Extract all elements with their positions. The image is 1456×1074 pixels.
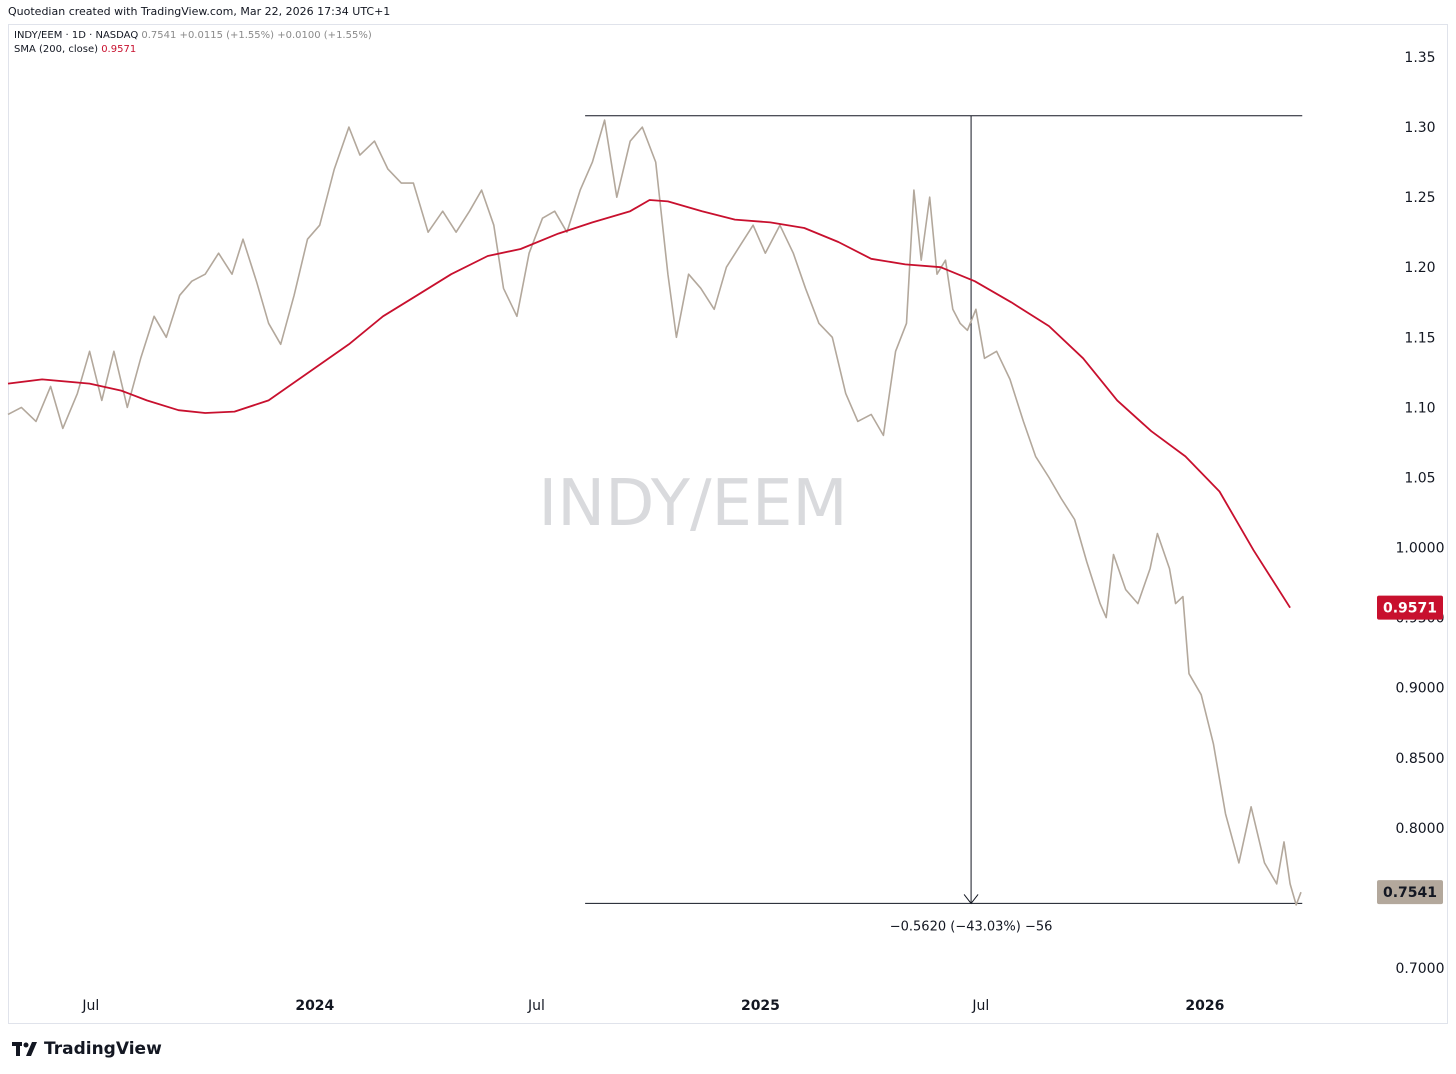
y-axis-tick-label: 0.8500 bbox=[1396, 751, 1445, 767]
x-axis-tick-label: 2024 bbox=[295, 998, 334, 1014]
x-axis-tick-label: Jul bbox=[527, 998, 545, 1014]
chart-legend: INDY/EEM · 1D · NASDAQ 0.7541 +0.0115 (+… bbox=[14, 29, 372, 57]
x-axis-tick-label: 2026 bbox=[1185, 998, 1224, 1014]
y-axis-tick-label: 1.30 bbox=[1404, 120, 1435, 136]
y-axis-tick-label: 1.0000 bbox=[1396, 541, 1445, 557]
tradingview-logo-icon bbox=[12, 1042, 37, 1056]
y-axis-tick-label: 1.25 bbox=[1404, 190, 1435, 206]
price-series-line[interactable] bbox=[7, 119, 1302, 906]
measure-arrow-head bbox=[963, 894, 979, 905]
y-axis-tick-label: 1.20 bbox=[1404, 260, 1435, 276]
last-price-tag-bg bbox=[1377, 880, 1443, 905]
sma-legend-row[interactable]: SMA (200, close) 0.9571 bbox=[14, 43, 372, 57]
y-axis-tick-label: 1.10 bbox=[1404, 400, 1435, 416]
last-price-tag: 0.7541 bbox=[1383, 885, 1437, 901]
x-axis-tick-label: Jul bbox=[971, 998, 989, 1014]
y-axis-tick-label: 0.7000 bbox=[1396, 961, 1445, 977]
chart-frame bbox=[8, 24, 1448, 1024]
measure-label: −0.5620 (−43.03%) −56 bbox=[890, 919, 1053, 934]
y-axis-tick-label: 1.15 bbox=[1404, 330, 1435, 346]
sma-series-line[interactable] bbox=[7, 199, 1291, 609]
symbol-legend-row[interactable]: INDY/EEM · 1D · NASDAQ 0.7541 +0.0115 (+… bbox=[14, 29, 372, 43]
symbol-label: INDY/EEM · 1D · NASDAQ bbox=[14, 30, 139, 41]
tradingview-brand-text: TradingView bbox=[44, 1039, 162, 1059]
sma-price-tag-bg bbox=[1377, 595, 1443, 620]
x-axis-tick-label: 2025 bbox=[741, 998, 780, 1014]
symbol-watermark: INDY/EEM bbox=[538, 467, 847, 541]
chart-credit: Quotedian created with TradingView.com, … bbox=[8, 5, 391, 18]
symbol-values: 0.7541 +0.0115 (+1.55%) +0.0100 (+1.55%) bbox=[141, 30, 372, 41]
tradingview-logo[interactable]: TradingView bbox=[12, 1039, 162, 1059]
y-axis-tick-label: 1.35 bbox=[1404, 50, 1435, 66]
sma-value: 0.9571 bbox=[101, 44, 137, 55]
y-axis-tick-label: 0.8000 bbox=[1396, 821, 1445, 837]
sma-label: SMA (200, close) bbox=[14, 44, 98, 55]
x-axis-tick-label: Jul bbox=[81, 998, 99, 1014]
sma-price-tag: 0.9571 bbox=[1383, 601, 1437, 617]
y-axis-tick-label: 0.9000 bbox=[1396, 681, 1445, 697]
y-axis-tick-label: 1.05 bbox=[1404, 470, 1435, 486]
